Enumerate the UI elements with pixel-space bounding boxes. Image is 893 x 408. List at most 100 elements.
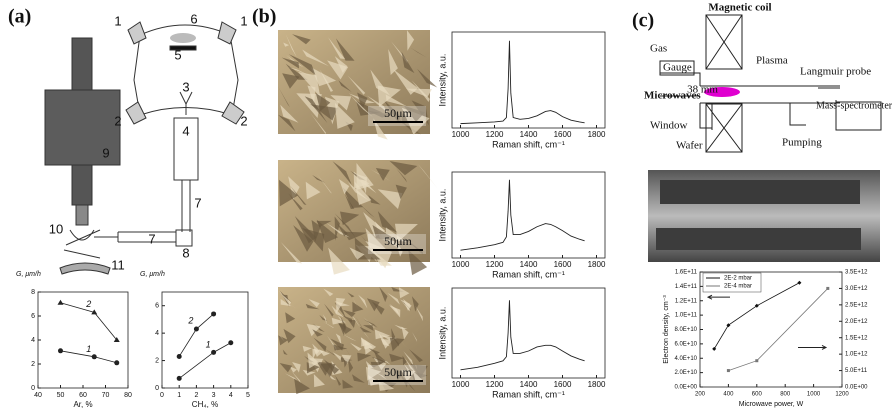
grain bbox=[313, 337, 327, 352]
y-tick-label: 2 bbox=[155, 357, 159, 364]
curve-label: 2 bbox=[85, 299, 91, 309]
grain bbox=[310, 67, 337, 87]
plot-frame bbox=[37, 291, 129, 389]
grain bbox=[340, 211, 360, 226]
grain bbox=[336, 223, 348, 237]
grain bbox=[294, 378, 310, 395]
y-axis-label: Electron density, cm⁻³ bbox=[663, 295, 670, 364]
grain bbox=[342, 309, 356, 318]
grain bbox=[283, 299, 298, 310]
grain bbox=[370, 69, 391, 96]
grain bbox=[312, 323, 325, 332]
grain bbox=[334, 216, 340, 241]
grain bbox=[278, 114, 296, 132]
grain bbox=[373, 118, 388, 140]
y-axis-label: Intensity, a.u. bbox=[437, 189, 447, 242]
marker bbox=[755, 359, 759, 363]
y2-tick-label: 2.0E+12 bbox=[845, 319, 868, 325]
grain bbox=[280, 299, 292, 307]
grain bbox=[285, 34, 297, 58]
y-tick-label: 4 bbox=[31, 337, 35, 344]
grain bbox=[343, 359, 348, 368]
reactor-label: Wafer bbox=[676, 140, 703, 152]
marker bbox=[228, 340, 234, 346]
part-number: 2 bbox=[114, 113, 121, 128]
reactor-label: 38 mm bbox=[687, 84, 718, 96]
reactor-label: Plasma bbox=[756, 55, 788, 67]
grain bbox=[394, 368, 405, 381]
marker bbox=[91, 309, 98, 315]
grain bbox=[375, 167, 390, 181]
grain bbox=[347, 319, 356, 329]
grain bbox=[341, 333, 357, 342]
grain bbox=[356, 100, 383, 116]
x-tick-label: 1000 bbox=[452, 130, 470, 139]
y-tick-label: 0 bbox=[155, 385, 159, 392]
part-number: 1 bbox=[114, 13, 121, 28]
part-number: 4 bbox=[182, 123, 189, 138]
grain bbox=[308, 298, 320, 308]
x-tick-label: 1000 bbox=[807, 392, 821, 398]
grain bbox=[411, 296, 419, 312]
x-tick-label: 1400 bbox=[520, 260, 538, 269]
grain bbox=[311, 219, 321, 243]
x-tick-label: 1000 bbox=[452, 380, 470, 389]
part-number: 11 bbox=[111, 257, 125, 272]
grain bbox=[313, 374, 325, 388]
grain bbox=[286, 55, 304, 68]
grain bbox=[398, 287, 410, 299]
x-axis-label: Raman shift, cm⁻¹ bbox=[492, 269, 565, 279]
grain bbox=[279, 363, 293, 373]
grain bbox=[331, 305, 345, 318]
part-number: 9 bbox=[102, 145, 109, 160]
reactor-label: Gauge bbox=[663, 62, 692, 74]
grain bbox=[293, 225, 314, 252]
grain bbox=[364, 339, 377, 355]
y-tick-label: 2 bbox=[31, 361, 35, 368]
grain bbox=[395, 184, 407, 200]
part-number: 6 bbox=[190, 11, 197, 26]
x-tick-label: 1600 bbox=[554, 260, 572, 269]
grain bbox=[316, 173, 333, 194]
x-tick-label: 1600 bbox=[554, 380, 572, 389]
grain bbox=[403, 365, 416, 381]
grain bbox=[397, 337, 409, 350]
grain bbox=[403, 105, 425, 123]
grain bbox=[379, 287, 388, 303]
grain bbox=[347, 75, 366, 95]
grain bbox=[370, 169, 391, 182]
grain bbox=[378, 379, 395, 391]
marker bbox=[726, 369, 730, 373]
grain bbox=[285, 312, 296, 324]
y-axis-label: Intensity, a.u. bbox=[437, 307, 447, 360]
y-tick-label: 0 bbox=[31, 385, 35, 392]
grain bbox=[356, 201, 375, 218]
grain bbox=[320, 363, 336, 378]
grain bbox=[282, 349, 288, 355]
marker bbox=[58, 348, 63, 354]
marker bbox=[211, 311, 217, 317]
grain bbox=[401, 326, 409, 340]
plot-frame bbox=[451, 171, 606, 259]
grain bbox=[350, 313, 361, 328]
grain bbox=[307, 352, 319, 369]
grain bbox=[410, 363, 421, 379]
grain bbox=[351, 374, 365, 383]
y-tick-label: 4 bbox=[155, 330, 159, 337]
grain bbox=[282, 73, 300, 89]
x-tick-label: 1200 bbox=[835, 392, 849, 398]
x-tick-label: 1200 bbox=[486, 130, 504, 139]
x-tick-label: 600 bbox=[752, 392, 763, 398]
grain bbox=[377, 85, 401, 107]
grain bbox=[302, 345, 312, 352]
grain bbox=[372, 225, 400, 242]
grain bbox=[312, 174, 325, 183]
marker bbox=[826, 286, 830, 290]
curve-label: 2 bbox=[187, 315, 193, 325]
grain bbox=[302, 369, 316, 376]
grain bbox=[327, 335, 337, 352]
marker bbox=[113, 337, 120, 342]
y-tick-label: 6 bbox=[155, 303, 159, 310]
y2-tick-label: 3.0E+12 bbox=[845, 286, 868, 292]
reactor-label: Pumping bbox=[782, 137, 822, 149]
